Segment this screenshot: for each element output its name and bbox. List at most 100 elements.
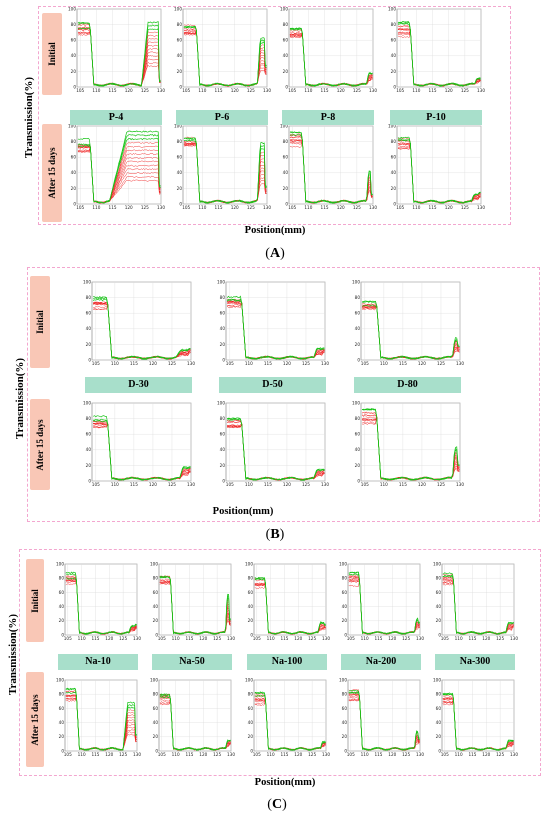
y-tick-label: 100 bbox=[68, 123, 76, 128]
x-tick-label: 115 bbox=[374, 636, 382, 641]
y-tick-label: 100 bbox=[56, 677, 64, 682]
row-label-after-b: After 15 days bbox=[30, 399, 50, 490]
x-tick-label: 125 bbox=[496, 636, 504, 641]
y-tick-label: 0 bbox=[155, 748, 158, 753]
x-tick-label: 120 bbox=[231, 205, 239, 210]
y-tick-label: 100 bbox=[83, 279, 91, 284]
y-tick-label: 60 bbox=[283, 38, 289, 43]
plot-frame bbox=[76, 8, 162, 88]
row-label-initial-a: Initial bbox=[42, 13, 62, 95]
x-tick-label: 125 bbox=[496, 752, 504, 757]
y-tick-label: 40 bbox=[391, 170, 397, 175]
y-tick-label: 40 bbox=[59, 604, 65, 609]
x-tick-label: 115 bbox=[215, 205, 223, 210]
x-tick-label: 110 bbox=[455, 636, 463, 641]
y-tick-label: 80 bbox=[355, 295, 361, 300]
plot-frame bbox=[91, 281, 192, 361]
x-tick-label: 110 bbox=[172, 752, 180, 757]
x-tick-label: 125 bbox=[353, 205, 361, 210]
x-tick-label: 115 bbox=[399, 361, 407, 366]
x-tick-label: 115 bbox=[264, 482, 272, 487]
plot-p-10-after: 105 110 115 120 125 130 0 20 40 60 80 100 bbox=[388, 123, 485, 210]
y-tick-label: 100 bbox=[174, 6, 182, 11]
y-tick-label: 80 bbox=[283, 139, 289, 144]
row-label-initial-c: Initial bbox=[26, 559, 44, 642]
y-tick-label: 80 bbox=[436, 692, 442, 697]
x-tick-label: 105 bbox=[253, 636, 261, 641]
series-line-final bbox=[362, 408, 460, 481]
series-line-final bbox=[362, 300, 460, 360]
y-tick-label: 40 bbox=[248, 604, 254, 609]
x-tick-label: 105 bbox=[288, 88, 296, 93]
x-tick-label: 130 bbox=[477, 88, 485, 93]
y-tick-label: 60 bbox=[283, 155, 289, 160]
y-tick-label: 60 bbox=[248, 590, 254, 595]
y-tick-label: 80 bbox=[391, 22, 397, 27]
x-tick-label: 125 bbox=[461, 88, 469, 93]
y-tick-label: 100 bbox=[280, 6, 288, 11]
y-tick-label: 40 bbox=[177, 53, 183, 58]
y-tick-label: 40 bbox=[436, 604, 442, 609]
y-tick-label: 0 bbox=[393, 201, 396, 206]
x-tick-label: 130 bbox=[456, 361, 464, 366]
plot-frame bbox=[158, 679, 232, 752]
y-tick-label: 100 bbox=[388, 6, 396, 11]
y-tick-label: 60 bbox=[248, 706, 254, 711]
y-tick-label: 20 bbox=[59, 618, 65, 623]
plot-frame bbox=[347, 679, 421, 752]
y-tick-label: 60 bbox=[86, 432, 92, 437]
x-tick-label: 110 bbox=[92, 205, 100, 210]
panel-a bbox=[38, 6, 511, 225]
x-tick-label: 130 bbox=[133, 752, 141, 757]
y-tick-label: 0 bbox=[179, 84, 182, 89]
x-tick-label: 125 bbox=[141, 88, 149, 93]
series-line-final bbox=[65, 573, 137, 635]
caption-a: (A) bbox=[265, 246, 285, 261]
y-tick-label: 60 bbox=[391, 155, 397, 160]
x-tick-label: 115 bbox=[429, 88, 437, 93]
sample-label-na-50: Na-50 bbox=[152, 654, 232, 670]
x-tick-label: 105 bbox=[347, 752, 355, 757]
x-tick-label: 110 bbox=[245, 361, 253, 366]
x-tick-label: 130 bbox=[133, 636, 141, 641]
y-tick-label: 40 bbox=[177, 170, 183, 175]
x-tick-label: 115 bbox=[399, 482, 407, 487]
y-tick-label: 20 bbox=[71, 186, 77, 191]
sample-label-p-10: P-10 bbox=[390, 110, 482, 125]
x-tick-label: 120 bbox=[445, 205, 453, 210]
y-tick-label: 40 bbox=[248, 720, 254, 725]
series-line-final bbox=[77, 21, 161, 87]
y-tick-label: 40 bbox=[391, 53, 397, 58]
y-tick-label: 80 bbox=[71, 139, 77, 144]
y-tick-label: 100 bbox=[83, 400, 91, 405]
series-line-final bbox=[442, 574, 514, 635]
x-tick-label: 110 bbox=[245, 482, 253, 487]
y-tick-label: 0 bbox=[250, 632, 253, 637]
x-tick-label: 120 bbox=[388, 636, 396, 641]
y-tick-label: 40 bbox=[342, 720, 348, 725]
y-axis-label-c: Transmission(%) bbox=[7, 613, 19, 695]
y-tick-label: 40 bbox=[220, 326, 226, 331]
x-tick-label: 110 bbox=[92, 88, 100, 93]
y-tick-label: 20 bbox=[342, 618, 348, 623]
y-tick-label: 60 bbox=[177, 38, 183, 43]
x-tick-label: 115 bbox=[215, 88, 223, 93]
y-tick-label: 20 bbox=[248, 734, 254, 739]
y-tick-label: 20 bbox=[436, 734, 442, 739]
y-tick-label: 60 bbox=[342, 590, 348, 595]
y-tick-label: 100 bbox=[433, 677, 441, 682]
x-tick-label: 105 bbox=[92, 361, 100, 366]
x-tick-label: 110 bbox=[361, 636, 369, 641]
y-tick-label: 60 bbox=[436, 706, 442, 711]
plot-frame bbox=[396, 8, 482, 88]
plot-na-300-after: 105 110 115 120 125 130 0 20 40 60 80 100 bbox=[433, 677, 518, 757]
series-line-final bbox=[254, 577, 326, 635]
plot-frame bbox=[253, 563, 327, 636]
y-tick-label: 0 bbox=[393, 84, 396, 89]
plot-frame bbox=[441, 679, 515, 752]
y-tick-label: 100 bbox=[339, 561, 347, 566]
x-tick-label: 105 bbox=[182, 205, 190, 210]
x-tick-label: 105 bbox=[396, 88, 404, 93]
x-tick-label: 110 bbox=[361, 752, 369, 757]
x-tick-label: 120 bbox=[283, 361, 291, 366]
